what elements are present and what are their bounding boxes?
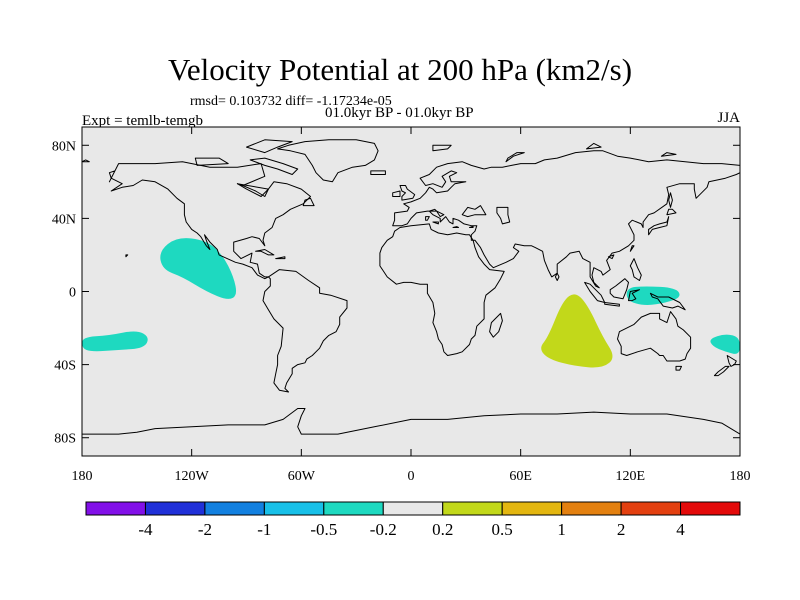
coastline-sulawesi	[628, 289, 640, 302]
season-label: JJA	[717, 110, 740, 126]
anomaly-east-pacific-negative	[160, 238, 237, 299]
colorbar-box	[204, 501, 265, 516]
anomaly-layer	[82, 238, 740, 368]
lon-tick-label: 180	[72, 469, 93, 484]
colorbar-label: -0.2	[370, 520, 397, 539]
coastline-novaya-zemlya	[505, 152, 525, 163]
coastline-ellesmere-island	[246, 139, 293, 154]
colorbar-box	[442, 501, 503, 516]
coastline-sardinia	[425, 216, 430, 221]
stats-label: rmsd= 0.103732 diff= -1.17234e-05	[190, 94, 392, 109]
coastline-crete	[452, 226, 459, 228]
lon-tick-label: 120E	[616, 469, 646, 484]
colorbar-box	[561, 501, 622, 516]
colorbar-box	[85, 501, 146, 516]
colorbar-box	[620, 501, 682, 516]
coastline-new-zealand-north	[726, 355, 737, 367]
colorbar-label: 0.5	[492, 520, 513, 539]
colorbar-label: 2	[617, 520, 626, 539]
lon-tick-label: 60E	[509, 469, 532, 484]
coastline-north-america	[108, 161, 311, 280]
colorbar-label: -0.5	[310, 520, 337, 539]
coastline-wrangel-island	[82, 159, 90, 163]
coastline-taiwan	[629, 245, 635, 252]
coastline-severnaya-zemlya	[586, 142, 602, 150]
coastline-baffin-island	[249, 157, 299, 175]
coastline-madagascar	[489, 312, 503, 338]
anomaly-south-pacific-negative	[82, 331, 148, 352]
colorbar-box	[144, 501, 206, 516]
coastline-great-britain	[399, 185, 416, 201]
colorbar-label: -1	[257, 520, 271, 539]
coastline-layer	[82, 139, 740, 456]
chart-title: Velocity Potential at 200 hPa (km2/s)	[167, 52, 633, 87]
coastline-south-america	[262, 269, 348, 393]
colorbar: -4 -2 -1 -0.5 -0.2 0.2 0.5 1 2 4	[85, 501, 741, 539]
coastline-sicily	[432, 221, 439, 225]
coastline-caspian-sea	[496, 206, 511, 225]
lon-tick-label: 0	[408, 469, 415, 484]
coastline-new-siberian-islands	[660, 152, 677, 157]
coastline-philippines	[629, 258, 642, 281]
anomaly-indian-ocean-positive	[541, 294, 613, 368]
coastline-australia	[617, 311, 692, 362]
period-label: 01.0kyr BP - 01.0kyr BP	[325, 105, 474, 121]
lat-tick-label: 40S	[54, 359, 76, 374]
coastline-cuba	[255, 249, 275, 256]
anomaly-tasman-negative	[710, 334, 740, 354]
coastline-greenland	[277, 139, 379, 183]
coastline-japan	[648, 216, 670, 236]
coastline-iceland	[370, 170, 386, 175]
lat-tick-label: 80N	[52, 139, 76, 154]
coastline-victoria-island	[194, 157, 229, 166]
coastline-hainan	[607, 254, 615, 260]
colorbar-label: -4	[138, 520, 153, 539]
coastline-black-sea	[461, 205, 487, 218]
colorbar-label: -2	[198, 520, 212, 539]
colorbar-label: 4	[676, 520, 685, 539]
coastline-ireland	[392, 190, 401, 197]
coastline-new-zealand-south	[713, 365, 730, 377]
anomaly-maritime-continent-negative	[626, 286, 680, 306]
coastline-hokkaido	[666, 208, 677, 216]
colorbar-box	[680, 501, 741, 516]
coastline-borneo	[609, 278, 629, 300]
lon-tick-label: 120W	[175, 469, 210, 484]
coastline-africa	[379, 223, 505, 356]
coastline-hispaniola	[275, 256, 286, 260]
coastline-hawaii	[125, 254, 129, 258]
colorbar-box	[501, 501, 563, 516]
colorbar-box	[263, 501, 325, 516]
lat-tick-label: 0	[69, 286, 76, 301]
colorbar-box	[382, 501, 444, 516]
lon-tick-label: 180	[730, 469, 751, 484]
coastline-svalbard	[432, 144, 452, 152]
colorbar-label: 1	[557, 520, 566, 539]
coastline-new-guinea	[649, 292, 686, 311]
experiment-label: Expt = temlb-temgb	[82, 113, 203, 129]
lat-tick-label: 40N	[52, 212, 76, 227]
colorbar-box	[323, 501, 384, 516]
coastline-hudson-bay-shore	[236, 183, 269, 197]
coastline-sakhalin	[668, 192, 673, 208]
lat-tick-label: 80S	[54, 432, 76, 447]
coastline-sri-lanka	[554, 272, 560, 281]
coastline-java	[604, 302, 620, 307]
coastline-newfoundland	[302, 197, 315, 207]
lon-tick-label: 60W	[288, 469, 316, 484]
coastline-tasmania	[675, 365, 682, 371]
coastline-eurasia	[392, 150, 740, 289]
coastline-antarctica	[82, 408, 740, 456]
colorbar-label: 0.2	[432, 520, 453, 539]
coastline-cyprus	[469, 225, 474, 228]
axis-ticks: 80N 40N 0 40S 80S 180 120W 60W 0 60E 120E 180	[52, 127, 751, 484]
